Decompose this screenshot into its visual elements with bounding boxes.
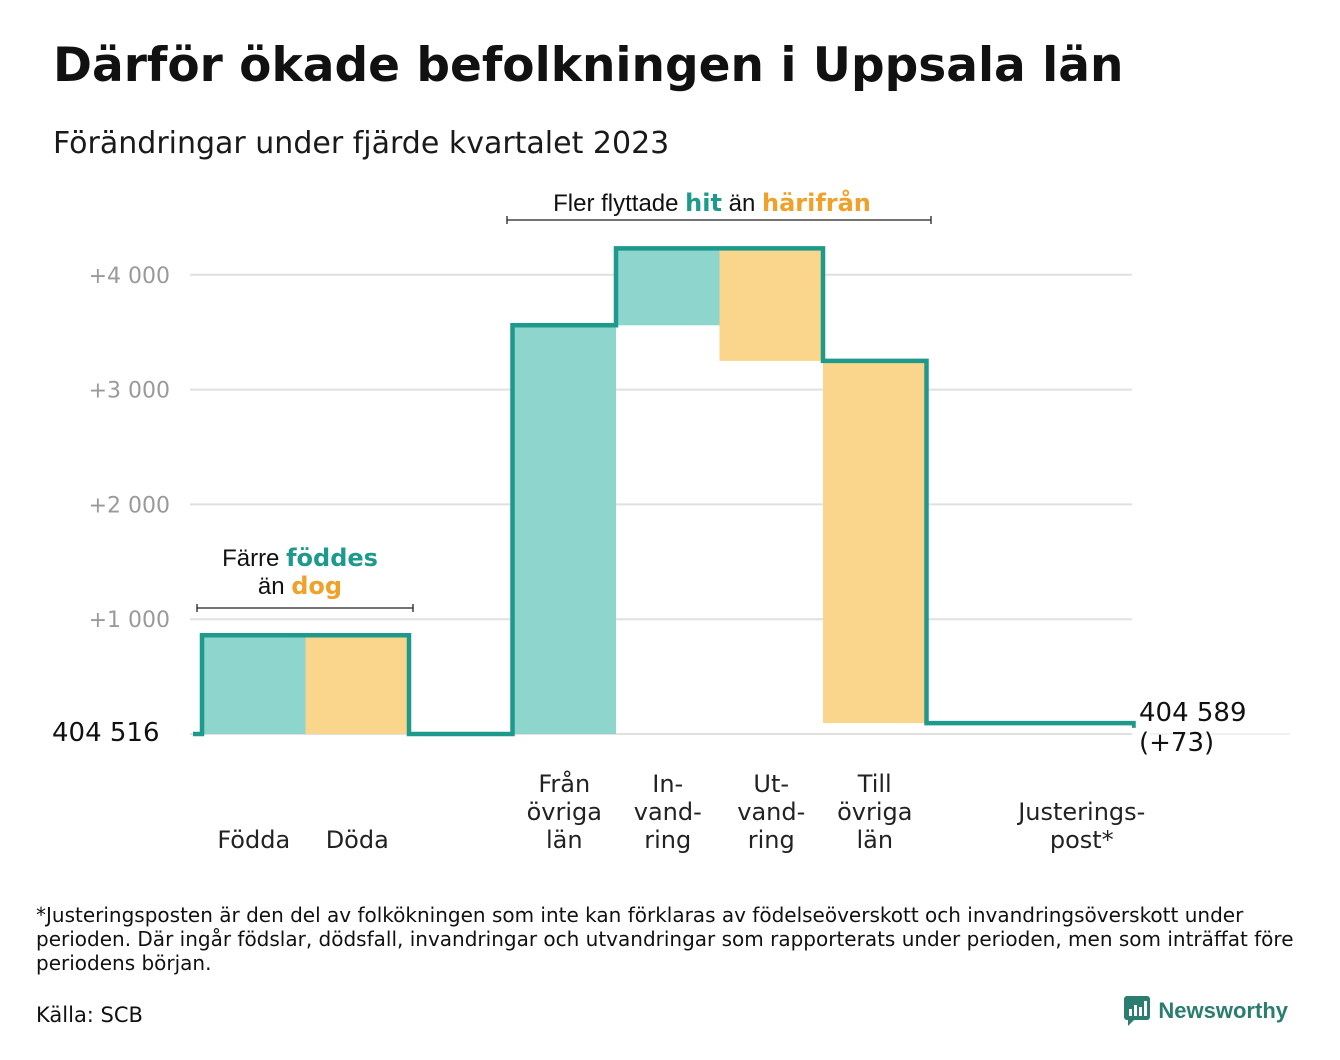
y-tick-label: +4 000 bbox=[89, 264, 170, 289]
category-label: Ut- bbox=[753, 770, 789, 798]
y-tick-label: +2 000 bbox=[89, 493, 170, 518]
category-label: vand- bbox=[737, 798, 805, 826]
bar-från-övriga-län bbox=[512, 325, 616, 734]
category-label: övriga bbox=[837, 798, 912, 826]
brand: Newsworthy bbox=[1124, 996, 1288, 1026]
bar-utvandring bbox=[719, 248, 823, 361]
step-line-path bbox=[193, 246, 1136, 737]
y-tick-label: +3 000 bbox=[89, 379, 170, 404]
category-label: Till bbox=[857, 770, 892, 798]
migration-annotation: Fler flyttade hit än härifrån bbox=[553, 188, 871, 217]
migration-annotation-plain2: än bbox=[722, 190, 762, 217]
category-labels: Födda DödaFrånövrigalänIn-vand-ringUt-van… bbox=[217, 769, 1145, 854]
category-label: ring bbox=[644, 826, 691, 854]
births-annotation-plain: Färre bbox=[222, 545, 286, 572]
births-annotation-orange: dog bbox=[291, 572, 342, 600]
bars bbox=[202, 248, 927, 734]
end-value-label: 404 589 bbox=[1139, 698, 1247, 728]
brand-name: Newsworthy bbox=[1158, 998, 1288, 1023]
migration-annotation-teal: hit bbox=[685, 189, 722, 217]
migration-annotation-plain: Fler flyttade bbox=[553, 190, 685, 217]
category-label: ring bbox=[748, 826, 795, 854]
end-change-label: (+73) bbox=[1139, 728, 1214, 758]
category-label: Från bbox=[538, 769, 590, 798]
births-annotation-line2: än dog bbox=[258, 572, 342, 600]
category-label: län bbox=[546, 826, 583, 854]
newsworthy-logo-icon bbox=[1124, 996, 1151, 1026]
bar-födda bbox=[202, 635, 306, 734]
chart-subtitle: Förändringar under fjärde kvartalet 2023 bbox=[53, 126, 670, 161]
chart-title: Därför ökade befolkningen i Uppsala län bbox=[53, 38, 1124, 93]
category-label: post* bbox=[1050, 826, 1114, 854]
y-tick-label: +1 000 bbox=[89, 608, 170, 633]
baseline-label: 404 516 bbox=[52, 718, 160, 748]
migration-annotation-orange: härifrån bbox=[762, 188, 871, 217]
births-annotation-plain2: än bbox=[258, 573, 291, 600]
category-label: Justerings- bbox=[1016, 798, 1145, 826]
migration-bracket bbox=[506, 216, 932, 224]
category-label: vand- bbox=[634, 798, 702, 826]
bar-till-övriga-län bbox=[823, 360, 927, 724]
category-label: övriga bbox=[527, 798, 602, 826]
footnote: *Justeringsposten är den del av folkökni… bbox=[36, 903, 1294, 975]
births-bracket bbox=[196, 604, 414, 612]
step-line bbox=[193, 246, 1136, 737]
bar-invandring bbox=[616, 248, 720, 326]
category-label: In- bbox=[652, 770, 683, 798]
category-label: Födda bbox=[217, 826, 290, 854]
category-label: län bbox=[856, 826, 893, 854]
waterfall-chart: +1 000+2 000+3 000+4 000 Födda DödaFrånöv… bbox=[52, 188, 1290, 854]
births-annotation-line1: Färre föddes bbox=[222, 544, 378, 572]
births-annotation-teal: föddes bbox=[286, 544, 378, 572]
source: Källa: SCB bbox=[36, 1003, 143, 1027]
bar-döda bbox=[305, 635, 409, 734]
category-label: Döda bbox=[326, 826, 389, 854]
y-tick-labels: +1 000 +2 000 +3 000 +4 000 bbox=[89, 264, 170, 633]
